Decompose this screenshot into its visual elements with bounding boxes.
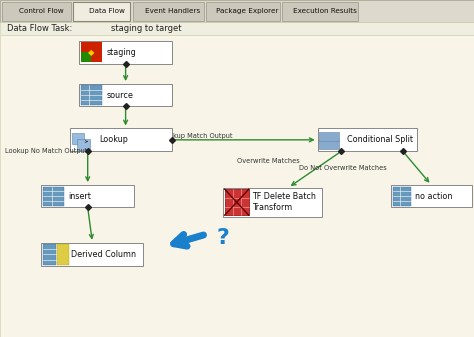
Text: kup Match Output: kup Match Output (173, 133, 233, 139)
Text: Data Flow Task:: Data Flow Task: (7, 24, 73, 33)
FancyBboxPatch shape (44, 187, 64, 206)
Text: Data Flow: Data Flow (89, 8, 125, 14)
Text: Package Explorer: Package Explorer (217, 8, 279, 14)
FancyBboxPatch shape (206, 2, 280, 21)
FancyBboxPatch shape (44, 244, 56, 265)
Text: ◆: ◆ (88, 48, 95, 57)
FancyBboxPatch shape (73, 2, 130, 21)
FancyBboxPatch shape (82, 85, 101, 104)
FancyBboxPatch shape (80, 41, 172, 64)
FancyBboxPatch shape (80, 84, 172, 106)
FancyBboxPatch shape (77, 139, 90, 150)
FancyBboxPatch shape (57, 244, 69, 265)
FancyBboxPatch shape (0, 35, 474, 337)
Text: Do Not Overwrite Matches: Do Not Overwrite Matches (299, 165, 386, 171)
FancyBboxPatch shape (225, 189, 249, 215)
FancyBboxPatch shape (70, 128, 172, 151)
Text: insert: insert (69, 192, 91, 201)
Text: Overwrite Matches: Overwrite Matches (237, 158, 300, 164)
Text: ?: ? (216, 227, 229, 248)
Text: Execution Results: Execution Results (293, 8, 356, 14)
FancyBboxPatch shape (223, 188, 322, 216)
FancyBboxPatch shape (72, 133, 84, 144)
Text: TF Delete Batch
Transform: TF Delete Batch Transform (252, 192, 316, 212)
FancyBboxPatch shape (2, 2, 71, 21)
FancyBboxPatch shape (318, 128, 417, 151)
FancyBboxPatch shape (319, 132, 339, 141)
Text: Conditional Split: Conditional Split (346, 135, 412, 144)
Text: Derived Column: Derived Column (71, 250, 136, 259)
Text: Control Flow: Control Flow (19, 8, 64, 14)
FancyBboxPatch shape (0, 0, 474, 22)
FancyBboxPatch shape (42, 243, 143, 266)
FancyBboxPatch shape (82, 42, 101, 62)
FancyBboxPatch shape (319, 140, 339, 149)
FancyBboxPatch shape (82, 52, 91, 62)
Text: source: source (107, 91, 134, 99)
Text: Lookup: Lookup (100, 135, 128, 144)
Text: Event Handlers: Event Handlers (146, 8, 201, 14)
Text: staging to target: staging to target (111, 24, 182, 33)
FancyBboxPatch shape (0, 22, 474, 35)
FancyBboxPatch shape (41, 185, 134, 207)
FancyBboxPatch shape (393, 187, 410, 206)
Text: no action: no action (415, 192, 453, 201)
FancyBboxPatch shape (282, 2, 358, 21)
FancyBboxPatch shape (133, 2, 204, 21)
Text: staging: staging (107, 48, 137, 57)
Text: Lookup No Match Output: Lookup No Match Output (5, 148, 87, 154)
FancyBboxPatch shape (391, 185, 472, 207)
